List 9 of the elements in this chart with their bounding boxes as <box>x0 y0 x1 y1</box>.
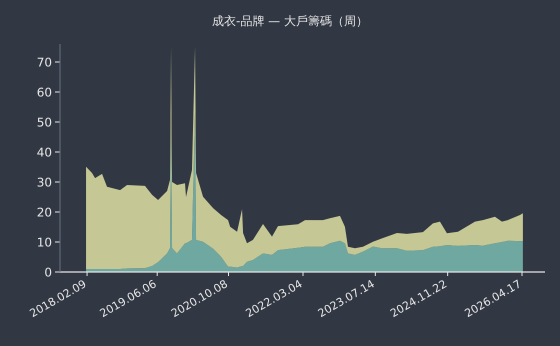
y-tick-label: 10 <box>36 236 52 250</box>
y-tick-label: 70 <box>36 56 52 70</box>
y-tick-label: 50 <box>36 116 52 130</box>
chart-title: 成衣-品牌 — 大戶籌碼（周） <box>212 14 368 28</box>
y-tick-label: 0 <box>44 266 52 280</box>
y-tick-label: 60 <box>36 86 52 100</box>
y-tick-label: 30 <box>36 176 52 190</box>
y-tick-label: 20 <box>36 206 52 220</box>
y-tick-label: 40 <box>36 146 52 160</box>
